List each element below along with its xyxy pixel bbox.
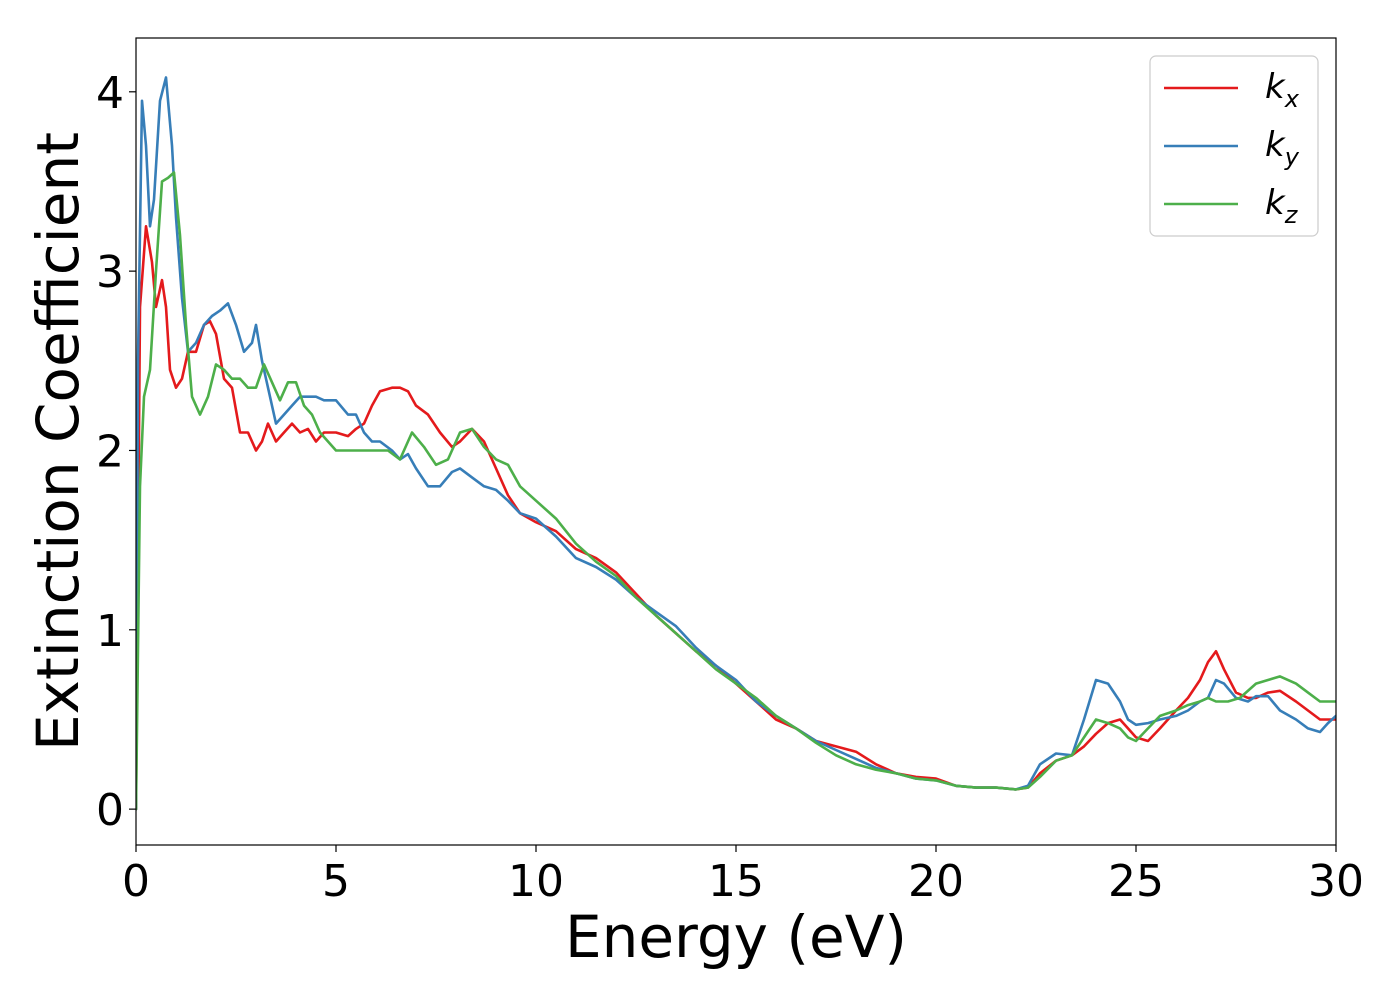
x-tick-label: 20 <box>908 856 964 907</box>
series-line-ky <box>136 76 1336 811</box>
legend-label-kx: kx <box>1265 67 1300 113</box>
y-tick-label: 1 <box>96 606 124 657</box>
series-line-kz <box>136 171 1336 811</box>
x-axis-title: Energy (eV) <box>565 903 907 971</box>
legend-label-kz: kz <box>1265 183 1299 229</box>
y-tick-label: 3 <box>96 247 124 298</box>
x-axis-ticks: 0 5 10 15 20 25 30 <box>122 845 1364 907</box>
plot-lines <box>136 76 1336 811</box>
y-axis-title: Extinction Coefficient <box>24 132 92 751</box>
x-tick-label: 15 <box>708 856 764 907</box>
x-tick-label: 30 <box>1308 856 1364 907</box>
y-axis-ticks: 0 1 2 3 4 <box>96 68 136 836</box>
x-tick-label: 5 <box>322 856 350 907</box>
x-tick-label: 0 <box>122 856 150 907</box>
x-tick-label: 10 <box>508 856 564 907</box>
y-tick-label: 4 <box>96 68 124 119</box>
legend: kx ky kz <box>1149 55 1319 237</box>
legend-label-ky: ky <box>1265 125 1300 171</box>
series-line-kx <box>136 225 1336 811</box>
y-tick-label: 2 <box>96 426 124 477</box>
y-tick-label: 0 <box>96 785 124 836</box>
x-tick-label: 25 <box>1108 856 1164 907</box>
